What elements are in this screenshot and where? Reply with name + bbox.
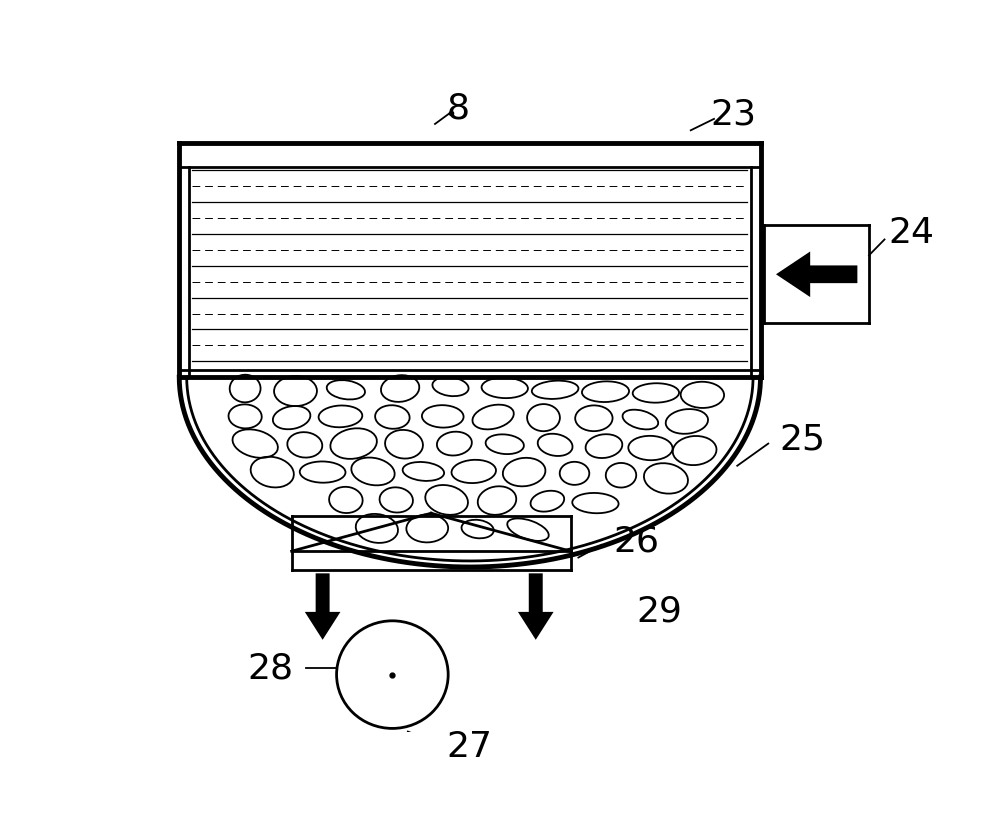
Polygon shape: [776, 252, 857, 297]
Text: 23: 23: [710, 98, 756, 132]
Text: 24: 24: [888, 216, 934, 250]
Polygon shape: [518, 574, 554, 640]
Text: 25: 25: [780, 423, 826, 456]
Text: 26: 26: [613, 524, 659, 559]
Text: 8: 8: [447, 91, 470, 125]
Text: 29: 29: [637, 594, 682, 628]
Polygon shape: [305, 574, 340, 640]
Text: 27: 27: [447, 731, 493, 764]
Text: 28: 28: [248, 651, 294, 686]
